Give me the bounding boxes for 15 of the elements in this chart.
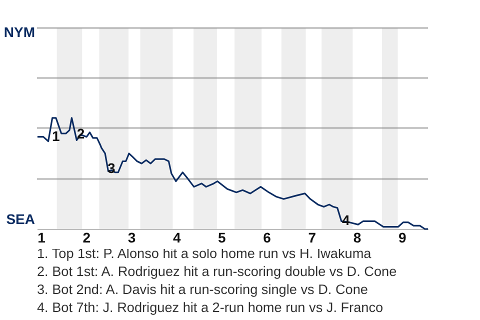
x-tick-label: 9 bbox=[398, 230, 406, 246]
x-tick-label: 1 bbox=[38, 230, 46, 246]
text: 2. Bot 1st: A. Rodriguez hit a run-scoring double vs D. Cone bbox=[37, 263, 398, 281]
x-tick-label: 7 bbox=[308, 230, 316, 246]
x-tick-label: 6 bbox=[263, 230, 272, 246]
text: NYM bbox=[4, 24, 35, 40]
x-tick-label: 2 bbox=[82, 230, 91, 246]
x-tick-label: 4 bbox=[172, 230, 181, 246]
text: 4. Bot 7th: J. Rodriguez hit a 2-run home run vs J. Franco bbox=[37, 299, 384, 317]
text: SEA bbox=[6, 211, 35, 227]
x-tick-label: 8 bbox=[353, 230, 362, 246]
text: 3. Bot 2nd: A. Davis hit a run-scoring single vs D. Cone bbox=[37, 281, 369, 299]
x-tick-label: 5 bbox=[218, 230, 226, 246]
x-tick-label: 3 bbox=[128, 230, 136, 246]
annotation: 1 bbox=[52, 128, 60, 144]
